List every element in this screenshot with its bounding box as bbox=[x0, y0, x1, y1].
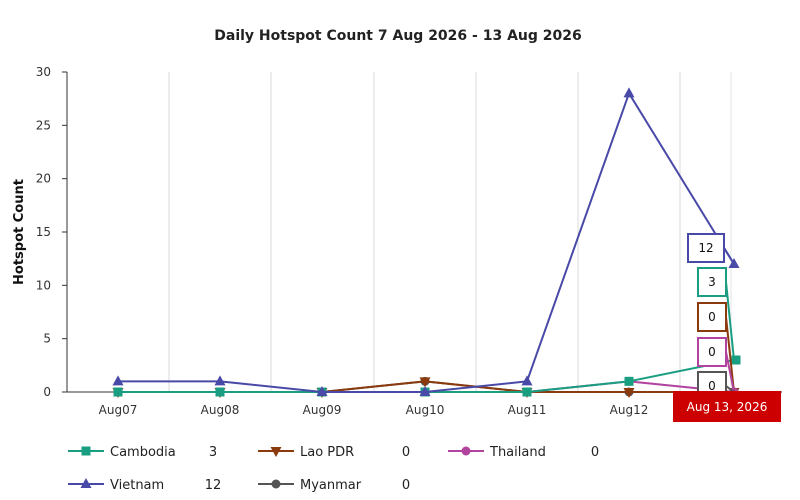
tooltip-date: Aug 13, 2026 bbox=[687, 400, 768, 414]
legend-item-lao-pdr[interactable]: Lao PDR 0 bbox=[258, 445, 410, 460]
x-tick-labels: Aug07 Aug08 Aug09 Aug10 Aug11 Aug12 bbox=[99, 403, 649, 417]
legend-marker-lao-pdr bbox=[270, 447, 282, 457]
legend-item-thailand[interactable]: Thailand 0 bbox=[448, 445, 599, 460]
y-tick-labels: 0 5 10 15 20 25 30 bbox=[36, 65, 67, 399]
x-tick-label-5: Aug12 bbox=[610, 403, 649, 417]
point-vietnam-4 bbox=[521, 375, 533, 386]
legend-value-thailand: 0 bbox=[591, 445, 599, 460]
point-vietnam-1 bbox=[214, 375, 226, 386]
callout-leader-lao-pdr bbox=[725, 316, 735, 393]
callout-value-thailand: 0 bbox=[708, 345, 716, 359]
series-line-cambodia bbox=[118, 359, 735, 393]
grid-lines bbox=[168, 72, 732, 392]
point-cambodia-6 bbox=[731, 355, 741, 365]
point-cambodia-0 bbox=[113, 387, 123, 397]
tooltip-box bbox=[673, 391, 781, 422]
y-tick-label-30: 30 bbox=[36, 65, 51, 79]
value-callouts: 12 3 0 0 0 bbox=[687, 233, 735, 401]
point-vietnam-3 bbox=[419, 386, 431, 396]
callout-box-vietnam bbox=[687, 233, 725, 263]
callout-value-cambodia: 3 bbox=[708, 275, 716, 289]
x-tick-label-3: Aug10 bbox=[406, 403, 445, 417]
chart-title: Daily Hotspot Count 7 Aug 2026 - 13 Aug … bbox=[214, 28, 581, 44]
y-tick-label-15: 15 bbox=[36, 225, 51, 239]
legend-value-cambodia: 3 bbox=[209, 445, 217, 460]
legend[interactable]: Cambodia 3 Lao PDR 0 Thailand 0 Vietnam 12 Myanm… bbox=[68, 445, 599, 493]
y-tick-label-0: 0 bbox=[43, 385, 51, 399]
series-line-vietnam bbox=[118, 91, 735, 393]
point-cambodia-5 bbox=[624, 376, 634, 386]
y-tick-label-20: 20 bbox=[36, 172, 51, 186]
point-cambodia-4 bbox=[522, 387, 532, 397]
point-vietnam-0 bbox=[112, 375, 124, 386]
legend-label-vietnam: Vietnam bbox=[110, 478, 164, 493]
y-tick-label-5: 5 bbox=[43, 332, 51, 346]
legend-label-lao-pdr: Lao PDR bbox=[300, 445, 354, 460]
callout-value-myanmar: 0 bbox=[708, 379, 716, 393]
legend-label-cambodia: Cambodia bbox=[110, 445, 176, 460]
callout-value-lao-pdr: 0 bbox=[708, 310, 716, 324]
legend-label-thailand: Thailand bbox=[489, 445, 546, 460]
point-lao-pdr-3 bbox=[419, 377, 431, 388]
callout-value-vietnam: 12 bbox=[698, 241, 713, 255]
x-tick-label-0: Aug07 bbox=[99, 403, 138, 417]
callout-box-cambodia bbox=[697, 267, 727, 297]
point-vietnam-5 bbox=[623, 87, 635, 98]
axes bbox=[66, 72, 782, 393]
point-lao-pdr-5 bbox=[623, 388, 635, 398]
x-tick-label-4: Aug11 bbox=[508, 403, 547, 417]
callout-leader-vietnam bbox=[723, 247, 735, 265]
callout-box-thailand bbox=[697, 337, 727, 367]
y-tick-label-10: 10 bbox=[36, 278, 51, 292]
legend-value-vietnam: 12 bbox=[205, 478, 222, 493]
series-vietnam bbox=[112, 87, 740, 396]
callout-box-lao-pdr bbox=[697, 302, 727, 332]
y-tick-label-25: 25 bbox=[36, 118, 51, 132]
hover-tooltip: Aug 13, 2026 bbox=[673, 391, 781, 422]
callout-leader-cambodia bbox=[725, 281, 735, 361]
x-tick-label-1: Aug08 bbox=[201, 403, 240, 417]
legend-marker-cambodia bbox=[81, 446, 91, 456]
legend-marker-thailand bbox=[461, 446, 471, 456]
point-vietnam-2 bbox=[316, 386, 328, 396]
callout-leader-thailand bbox=[725, 351, 735, 393]
series-lines bbox=[112, 87, 741, 398]
legend-item-vietnam[interactable]: Vietnam 12 bbox=[68, 478, 221, 493]
legend-value-lao-pdr: 0 bbox=[402, 445, 410, 460]
point-cambodia-1 bbox=[215, 387, 225, 397]
legend-label-myanmar: Myanmar bbox=[300, 478, 362, 493]
x-tick-label-2: Aug09 bbox=[303, 403, 342, 417]
legend-marker-myanmar bbox=[271, 479, 281, 489]
legend-item-myanmar[interactable]: Myanmar 0 bbox=[258, 478, 410, 493]
legend-marker-vietnam bbox=[80, 478, 92, 488]
legend-item-cambodia[interactable]: Cambodia 3 bbox=[68, 445, 217, 460]
y-axis-label: Hotspot Count bbox=[12, 179, 27, 285]
legend-value-myanmar: 0 bbox=[402, 478, 410, 493]
